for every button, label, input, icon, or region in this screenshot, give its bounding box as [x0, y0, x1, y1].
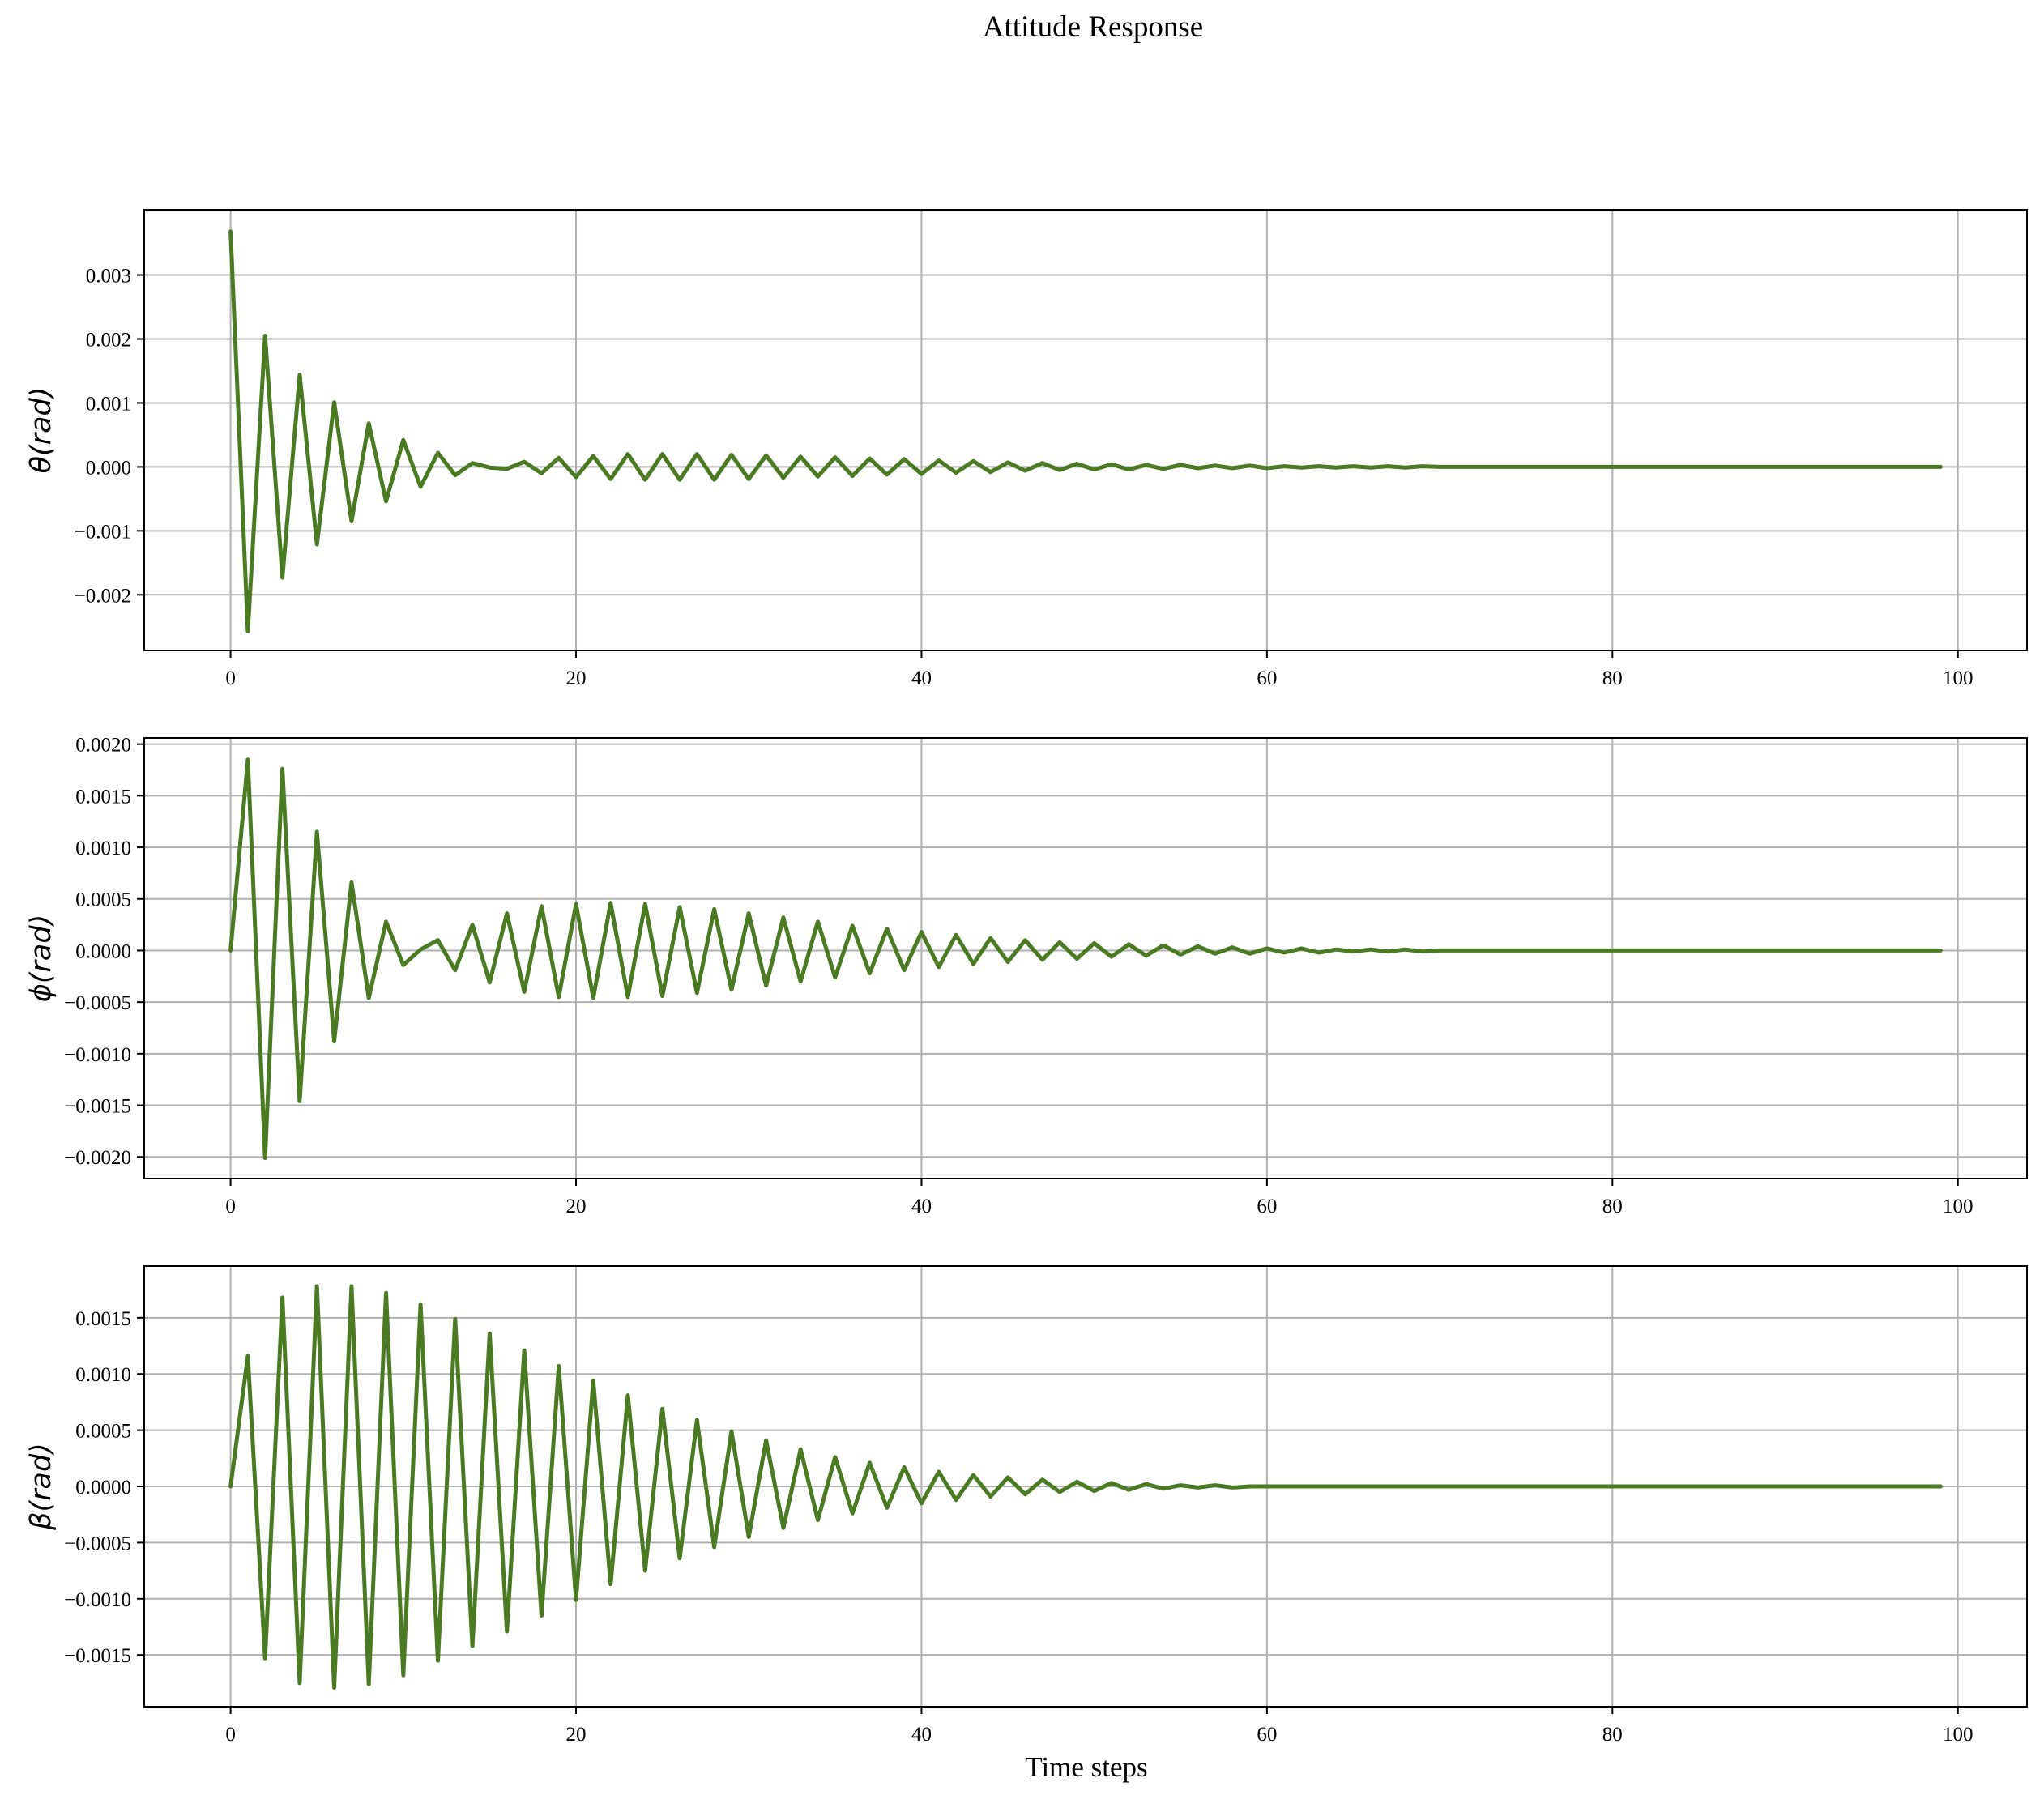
theta-ytick-label: 0.001: [86, 393, 131, 415]
theta-grid: [144, 210, 2027, 650]
theta-xtick-label: 80: [1602, 667, 1623, 689]
theta-ytick-label: 0.002: [86, 329, 131, 351]
phi-xtick-label: 100: [1943, 1196, 1974, 1217]
phi-y-axis-label: ϕ(rad): [25, 915, 58, 1002]
theta-xtick-label: 20: [566, 667, 587, 689]
phi-series-line: [228, 757, 1943, 1160]
figure-title: Attitude Response: [983, 11, 1203, 44]
theta-xtick-label: 0: [225, 667, 236, 689]
beta-xtick-label: 0: [225, 1724, 236, 1746]
beta-ytick-label: 0.0010: [75, 1364, 131, 1386]
beta-xtick-label: 80: [1602, 1724, 1623, 1746]
theta-xtick-label: 40: [911, 667, 932, 689]
beta-subplot: 0 20 40 60 80 100 −0.0015 −0.0010 −0.0005 0.0000 0…: [25, 1265, 2028, 1783]
phi-ytick-label: −0.0005: [64, 992, 131, 1014]
theta-xtick-label: 60: [1257, 667, 1277, 689]
beta-ytick-label: −0.0015: [64, 1645, 131, 1667]
phi-xtick-label: 60: [1257, 1196, 1277, 1217]
phi-ytick-label: −0.0020: [64, 1147, 131, 1169]
theta-axes-frame: [143, 209, 2028, 651]
beta-ticks: 0 20 40 60 80 100 −0.0015 −0.0010 −0.0005 0.0000 0…: [64, 1308, 1973, 1746]
theta-ytick-label: 0.000: [86, 457, 131, 479]
theta-y-axis-label: θ(rad): [25, 387, 58, 474]
theta-ticks: 0 20 40 60 80 100 −0.002 −0.001 0.000 0.001 0.002 0…: [75, 266, 1974, 689]
theta-ytick-label: −0.002: [75, 585, 131, 607]
beta-xtick-label: 100: [1943, 1724, 1974, 1746]
theta-ytick-label: −0.001: [75, 521, 131, 543]
beta-x-axis-label: Time steps: [1025, 1751, 1147, 1783]
phi-ticks: 0 20 40 60 80 100 −0.0020 −0.0015 −0.0010 −0.0005…: [64, 735, 1973, 1217]
beta-y-axis-label: β(rad): [25, 1443, 58, 1531]
phi-axes-frame: [143, 737, 2028, 1179]
phi-xtick-label: 0: [225, 1196, 236, 1217]
phi-xtick-label: 80: [1602, 1196, 1623, 1217]
phi-ytick-label: 0.0000: [75, 940, 131, 962]
phi-ytick-label: −0.0015: [64, 1096, 131, 1118]
theta-subplot: 0 20 40 60 80 100 −0.002 −0.001 0.000 0.001 0.002 0…: [25, 209, 2028, 689]
beta-xtick-label: 60: [1257, 1724, 1277, 1746]
theta-ytick-label: 0.003: [86, 266, 131, 288]
theta-xtick-label: 100: [1943, 667, 1974, 689]
theta-series-line: [228, 229, 1943, 633]
beta-xtick-label: 40: [911, 1724, 932, 1746]
phi-ytick-label: 0.0015: [75, 786, 131, 808]
beta-ytick-label: −0.0010: [64, 1589, 131, 1611]
beta-xtick-label: 20: [566, 1724, 587, 1746]
beta-ytick-label: 0.0000: [75, 1477, 131, 1499]
phi-ytick-label: 0.0010: [75, 838, 131, 859]
phi-subplot: 0 20 40 60 80 100 −0.0020 −0.0015 −0.0010 −0.0005…: [25, 735, 2028, 1217]
beta-ytick-label: 0.0005: [75, 1421, 131, 1443]
phi-ytick-label: 0.0005: [75, 889, 131, 911]
phi-xtick-label: 40: [911, 1196, 932, 1217]
beta-ytick-label: 0.0015: [75, 1308, 131, 1330]
phi-grid: [144, 738, 2027, 1179]
phi-xtick-label: 20: [566, 1196, 587, 1217]
phi-ytick-label: −0.0010: [64, 1044, 131, 1066]
beta-ytick-label: −0.0005: [64, 1533, 131, 1554]
phi-ytick-label: 0.0020: [75, 735, 131, 757]
beta-series-line: [228, 1284, 1943, 1690]
